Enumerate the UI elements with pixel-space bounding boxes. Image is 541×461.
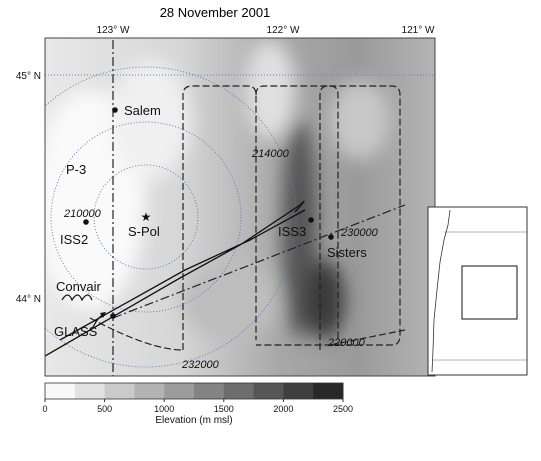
colorbar-swatch	[45, 383, 75, 399]
place-label: Salem	[124, 103, 161, 118]
colorbar-swatch	[313, 383, 343, 399]
place-label: S-Pol	[128, 224, 160, 239]
lat-label: 45° N	[16, 71, 41, 82]
colorbar-tick-label: 2500	[333, 404, 353, 414]
colorbar-swatch	[134, 383, 164, 399]
flight-label: 210000	[63, 208, 102, 220]
flight-label: 230000	[340, 227, 379, 239]
flight-label: 214000	[251, 148, 290, 160]
colorbar-swatch	[283, 383, 313, 399]
flight-label: 232000	[181, 359, 220, 371]
place-label: P-3	[66, 162, 86, 177]
colorbar-tick-label: 1500	[214, 404, 234, 414]
place-label: Sisters	[327, 245, 367, 260]
colorbar-tick-label: 1000	[154, 404, 174, 414]
colorbar-swatch	[224, 383, 254, 399]
colorbar: 0 500 1000 1500 2000 2500	[42, 383, 353, 414]
place-label: ISS3	[278, 224, 306, 239]
title: 28 November 2001	[160, 5, 271, 20]
lon-label: 121° W	[402, 25, 435, 36]
place-label: GLASS	[54, 324, 98, 339]
inset-map	[428, 207, 527, 375]
colorbar-tick-label: 0	[42, 404, 47, 414]
flight-label: 220000	[327, 337, 366, 349]
colorbar-swatch	[105, 383, 135, 399]
colorbar-swatch	[75, 383, 105, 399]
colorbar-tick-label: 2000	[273, 404, 293, 414]
figure: 28 November 2001	[0, 0, 541, 461]
place-label: ISS2	[60, 232, 88, 247]
place-label: Convair	[56, 279, 101, 294]
colorbar-swatch	[194, 383, 224, 399]
colorbar-swatch	[164, 383, 194, 399]
lon-label: 122° W	[267, 25, 300, 36]
lat-label: 44° N	[16, 294, 41, 305]
colorbar-tick-label: 500	[97, 404, 112, 414]
colorbar-label: Elevation (m msl)	[155, 415, 232, 426]
svg-text:★: ★	[141, 210, 152, 224]
lon-label: 123° W	[97, 25, 130, 36]
colorbar-swatch	[254, 383, 284, 399]
